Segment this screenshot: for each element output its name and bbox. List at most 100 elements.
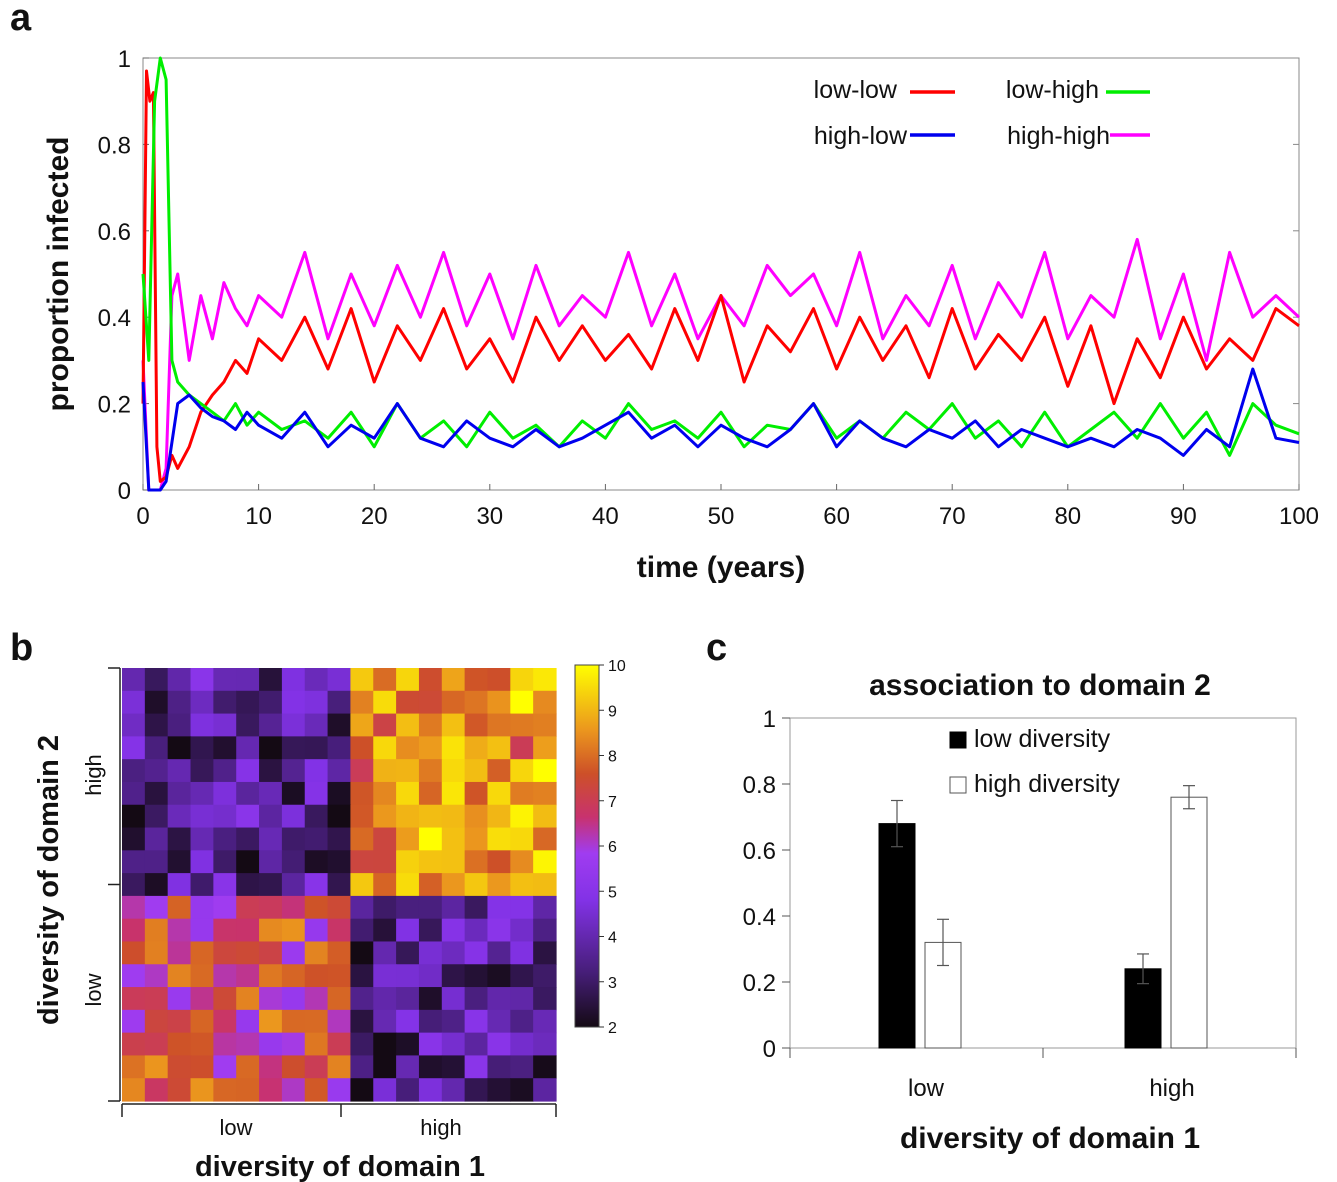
heatmap-cell bbox=[144, 941, 169, 965]
heatmap-cell bbox=[281, 918, 306, 943]
heatmap-cell bbox=[190, 987, 214, 1011]
heatmap-cell bbox=[418, 781, 443, 806]
heatmap-cell bbox=[464, 1009, 489, 1034]
heatmap-cell bbox=[464, 827, 489, 851]
legend-label-low-high: low-high bbox=[1006, 76, 1099, 104]
x-category-low: low bbox=[219, 1115, 252, 1140]
heatmap-cell bbox=[213, 873, 237, 897]
heatmap-cell bbox=[510, 781, 534, 806]
heatmap-cell bbox=[190, 918, 214, 943]
heatmap-cell bbox=[304, 1009, 329, 1034]
heatmap-cell bbox=[441, 895, 466, 920]
heatmap-cell bbox=[327, 759, 352, 783]
y-tick-label: 0.4 bbox=[743, 904, 776, 931]
heatmap-cell bbox=[304, 736, 329, 760]
x-category-label: low bbox=[908, 1075, 945, 1102]
colorbar-tick-label: 2 bbox=[608, 1020, 617, 1037]
heatmap-cell bbox=[487, 873, 511, 897]
y-tick-label: 0.2 bbox=[98, 392, 131, 419]
heatmap-cell bbox=[327, 1055, 352, 1079]
heatmap-cell bbox=[213, 1055, 237, 1079]
heatmap-cell bbox=[281, 804, 306, 829]
heatmap-cell bbox=[487, 1009, 511, 1034]
heatmap-cell bbox=[510, 1032, 534, 1057]
heatmap-cell bbox=[418, 987, 443, 1011]
legend: low-low low-high high-low high-high bbox=[814, 76, 1150, 150]
heatmap-cell bbox=[441, 781, 466, 806]
colorbar: 10 9 8 7 6 5 4 3 2 bbox=[574, 658, 626, 1037]
heatmap-cell bbox=[533, 1055, 557, 1079]
heatmap-cell bbox=[122, 713, 146, 737]
heatmap-cell bbox=[396, 1055, 420, 1079]
heatmap-cell bbox=[304, 713, 329, 737]
x-axis-title: diversity of domain 1 bbox=[900, 1122, 1200, 1155]
heatmap-cell bbox=[190, 1078, 214, 1102]
heatmap-cell bbox=[259, 918, 283, 943]
heatmap-cell bbox=[396, 668, 420, 692]
heatmap-cell bbox=[122, 827, 146, 851]
y-category-low: low bbox=[81, 973, 106, 1006]
heatmap-cell bbox=[350, 1009, 374, 1034]
heatmap-cell bbox=[418, 1055, 443, 1079]
y-tick-label: 1 bbox=[118, 46, 131, 73]
heatmap-cell bbox=[190, 1009, 214, 1034]
heatmap-cell bbox=[144, 759, 169, 783]
heatmap-cell bbox=[441, 987, 466, 1011]
heatmap-cell bbox=[281, 1055, 306, 1079]
heatmap-cell bbox=[487, 759, 511, 783]
heatmap-cell bbox=[259, 668, 283, 692]
heatmap-cell bbox=[396, 1078, 420, 1102]
heatmap-cell bbox=[487, 918, 511, 943]
heatmap-cell bbox=[259, 964, 283, 988]
heatmap-cell bbox=[373, 895, 397, 920]
heatmap-cell bbox=[418, 804, 443, 829]
heatmap-cell bbox=[122, 873, 146, 897]
heatmap-cell bbox=[213, 668, 237, 692]
heatmap-cell bbox=[510, 873, 534, 897]
heatmap-cell bbox=[327, 941, 352, 965]
heatmap-cell bbox=[487, 895, 511, 920]
heatmap-cell bbox=[533, 759, 557, 783]
panel-letter-c: c bbox=[706, 627, 727, 669]
heatmap-cell bbox=[441, 1032, 466, 1057]
heatmap-cell bbox=[373, 827, 397, 851]
x-tick-label: 60 bbox=[823, 503, 850, 530]
heatmap-cell bbox=[441, 759, 466, 783]
heatmap-cell bbox=[464, 987, 489, 1011]
heatmap-cell bbox=[122, 759, 146, 783]
heatmap-cell bbox=[327, 827, 352, 851]
heatmap-cell bbox=[259, 1055, 283, 1079]
heatmap-cell bbox=[396, 987, 420, 1011]
heatmap-cell bbox=[259, 804, 283, 829]
heatmap-cell bbox=[441, 850, 466, 874]
heatmap-cell bbox=[281, 987, 306, 1011]
heatmap-cell bbox=[167, 895, 192, 920]
heatmap-cell bbox=[190, 690, 214, 715]
heatmap-cell bbox=[259, 1078, 283, 1102]
heatmap-cell bbox=[396, 736, 420, 760]
heatmap-cell bbox=[510, 941, 534, 965]
heatmap-cell bbox=[418, 690, 443, 715]
heatmap-cell bbox=[441, 1078, 466, 1102]
heatmap-cell bbox=[441, 1009, 466, 1034]
heatmap-cell bbox=[373, 736, 397, 760]
x-tick-label: 70 bbox=[939, 503, 966, 530]
heatmap-cell bbox=[533, 1078, 557, 1102]
heatmap-cell bbox=[213, 781, 237, 806]
legend-label-high diversity: high diversity bbox=[974, 770, 1120, 798]
heatmap-cell bbox=[122, 781, 146, 806]
plot-frame bbox=[789, 717, 1297, 1049]
heatmap-cell bbox=[122, 964, 146, 988]
series-line-low-high bbox=[141, 56, 1300, 457]
heatmap-cell bbox=[327, 1032, 352, 1057]
heatmap-cell bbox=[373, 1078, 397, 1102]
legend-label-low diversity: low diversity bbox=[974, 725, 1111, 753]
heatmap-cell bbox=[304, 804, 329, 829]
heatmap-cell bbox=[327, 804, 352, 829]
heatmap-cell bbox=[281, 850, 306, 874]
heatmap-cell bbox=[213, 736, 237, 760]
heatmap-cell bbox=[350, 668, 374, 692]
heatmap-cell bbox=[236, 827, 260, 851]
heatmap-cell bbox=[190, 1032, 214, 1057]
heatmap-cell bbox=[510, 850, 534, 874]
